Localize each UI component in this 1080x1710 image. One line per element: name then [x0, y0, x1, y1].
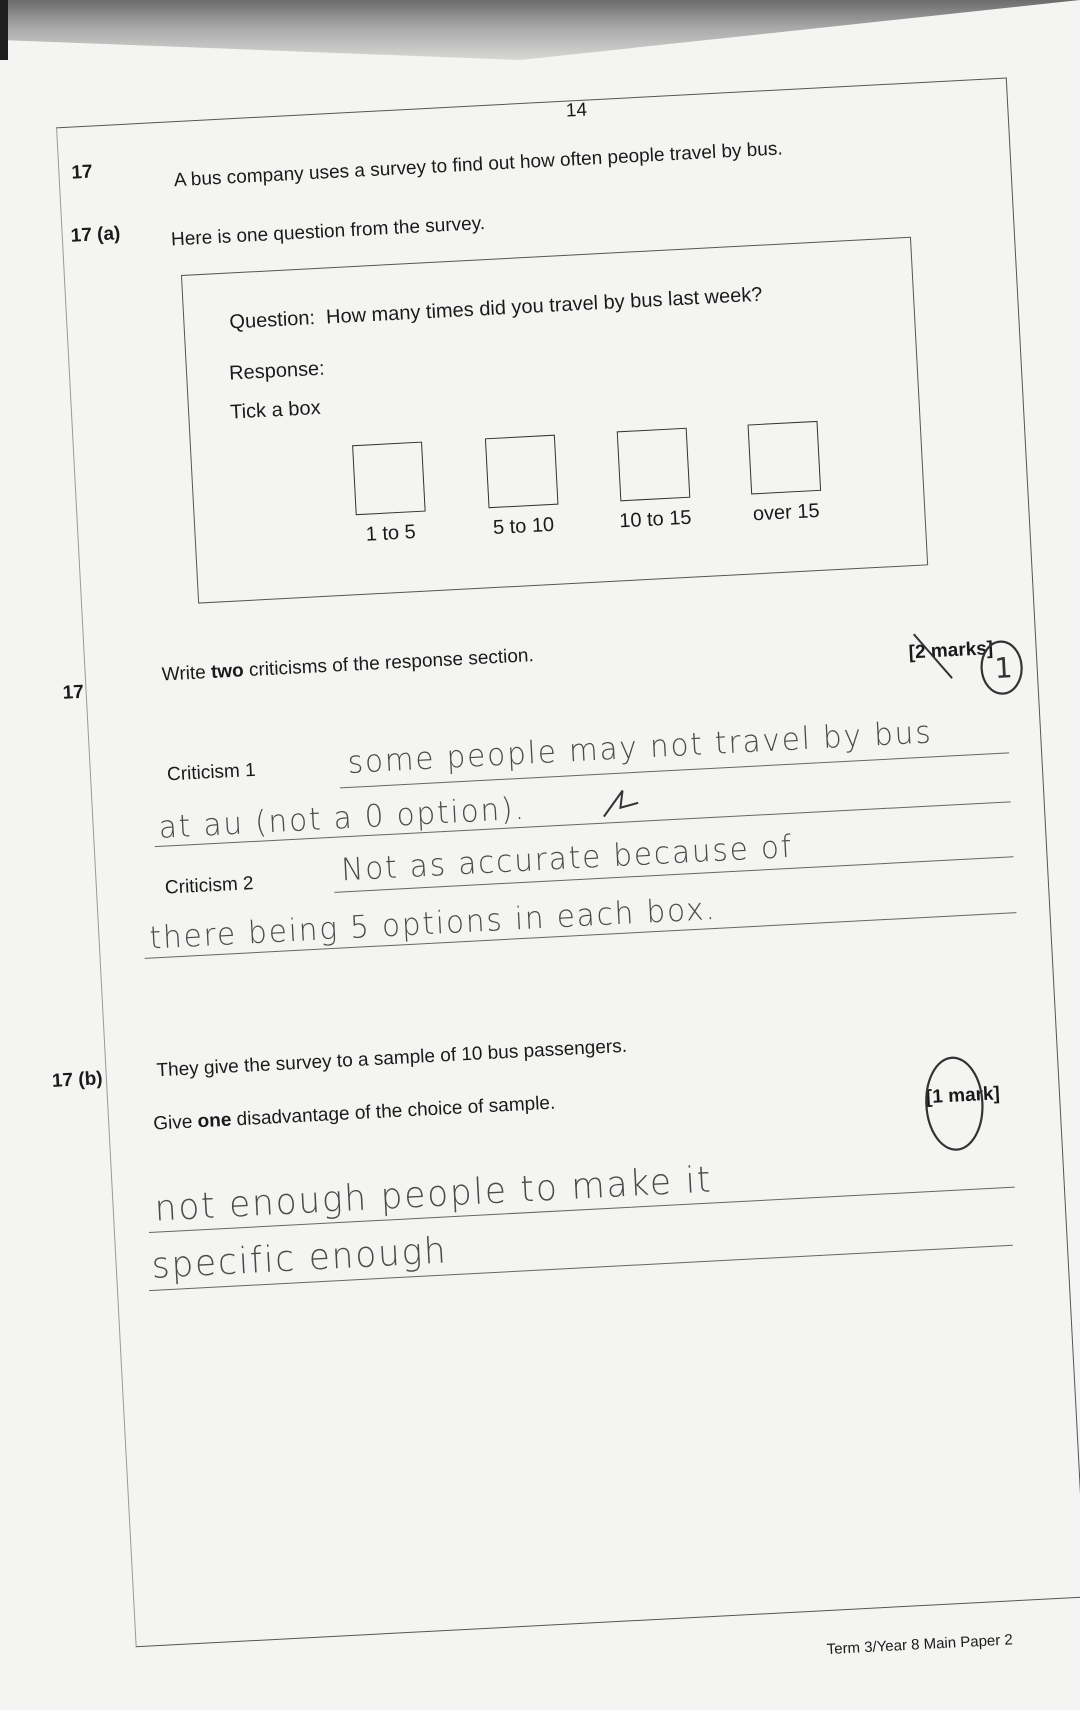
tick-box-1-to-5[interactable]	[352, 441, 426, 516]
question-number: 17	[70, 161, 94, 184]
teacher-mark: 1	[994, 651, 1014, 685]
part-a-label: 17 (a)	[70, 223, 121, 247]
prompt-emphasis: two	[210, 660, 245, 683]
teacher-circle-annotation	[925, 1056, 984, 1151]
tick-mark-icon	[603, 790, 639, 818]
prompt-emphasis: one	[197, 1109, 232, 1133]
survey-question-label: Question:	[228, 307, 316, 334]
criticism-2-label: Criticism 2	[164, 873, 255, 899]
tick-instruction: Tick a box	[229, 396, 322, 424]
tick-box-over-15[interactable]	[747, 420, 822, 495]
part-b-label: 17 (b)	[51, 1068, 104, 1092]
sub-question-number: 17	[62, 681, 85, 704]
tick-box-5-to-10[interactable]	[484, 434, 559, 509]
tick-box-10-to-15[interactable]	[616, 427, 691, 502]
footer-paper-title: Term 3/Year 8 Main Paper 2	[826, 1631, 1014, 1659]
prompt-text: Give	[152, 1111, 199, 1135]
teacher-mark-annotation: 1	[912, 633, 1023, 695]
criticism-1-label: Criticism 1	[166, 759, 257, 786]
prompt-text: Write	[161, 662, 212, 686]
photo-dark-corner	[0, 0, 8, 60]
